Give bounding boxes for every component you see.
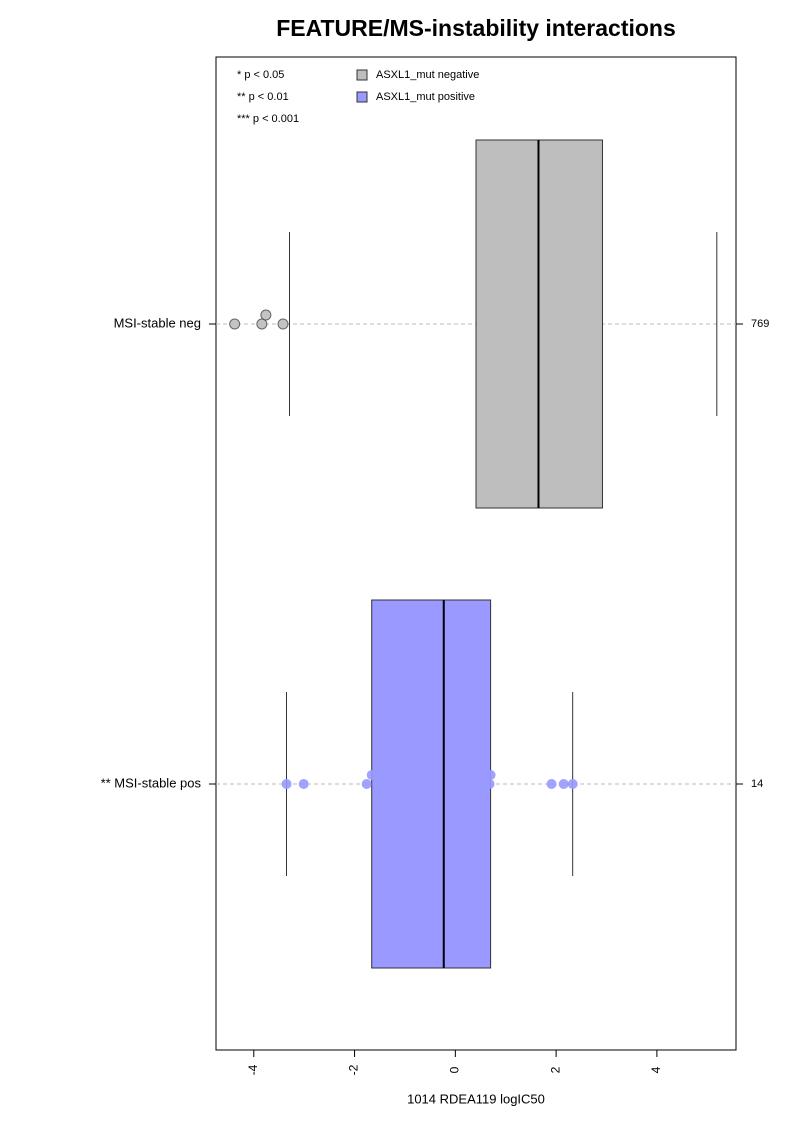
point	[445, 779, 456, 789]
point	[485, 770, 496, 780]
x-tick-label: -2	[347, 1064, 361, 1075]
point	[361, 779, 372, 789]
point	[558, 779, 569, 789]
note: *** p < 0.001	[237, 113, 299, 125]
point	[277, 318, 289, 330]
point	[432, 779, 443, 789]
category-label: ** MSI-stable pos	[101, 775, 202, 790]
plot-frame	[215, 56, 737, 1051]
point	[410, 779, 421, 789]
count-label: 769	[751, 318, 769, 330]
x-axis-label: 1014 RDEA119 logIC50	[407, 1091, 545, 1106]
x-tick-label: 2	[548, 1066, 562, 1073]
box	[371, 599, 492, 969]
note: * p < 0.05	[237, 69, 284, 81]
count-label: 14	[751, 778, 763, 790]
legend-label: ASXL1_mut positive	[376, 91, 475, 103]
legend-swatch	[356, 91, 368, 103]
point	[546, 779, 557, 789]
point	[281, 779, 292, 789]
point	[484, 779, 495, 789]
point	[567, 779, 578, 789]
point	[366, 770, 377, 780]
x-tick-label: -4	[246, 1064, 260, 1075]
point	[473, 779, 484, 789]
note: ** p < 0.01	[237, 91, 289, 103]
x-tick-label: 0	[448, 1066, 462, 1073]
x-tick-label: 4	[649, 1066, 663, 1073]
point	[229, 318, 241, 330]
point	[256, 318, 268, 330]
point	[298, 779, 309, 789]
legend-swatch	[356, 69, 368, 81]
point	[260, 309, 272, 321]
legend-label: ASXL1_mut negative	[376, 69, 479, 81]
point	[389, 779, 400, 789]
chart-title: FEATURE/MS-instability interactions	[276, 15, 676, 41]
category-label: MSI-stable neg	[114, 315, 201, 330]
